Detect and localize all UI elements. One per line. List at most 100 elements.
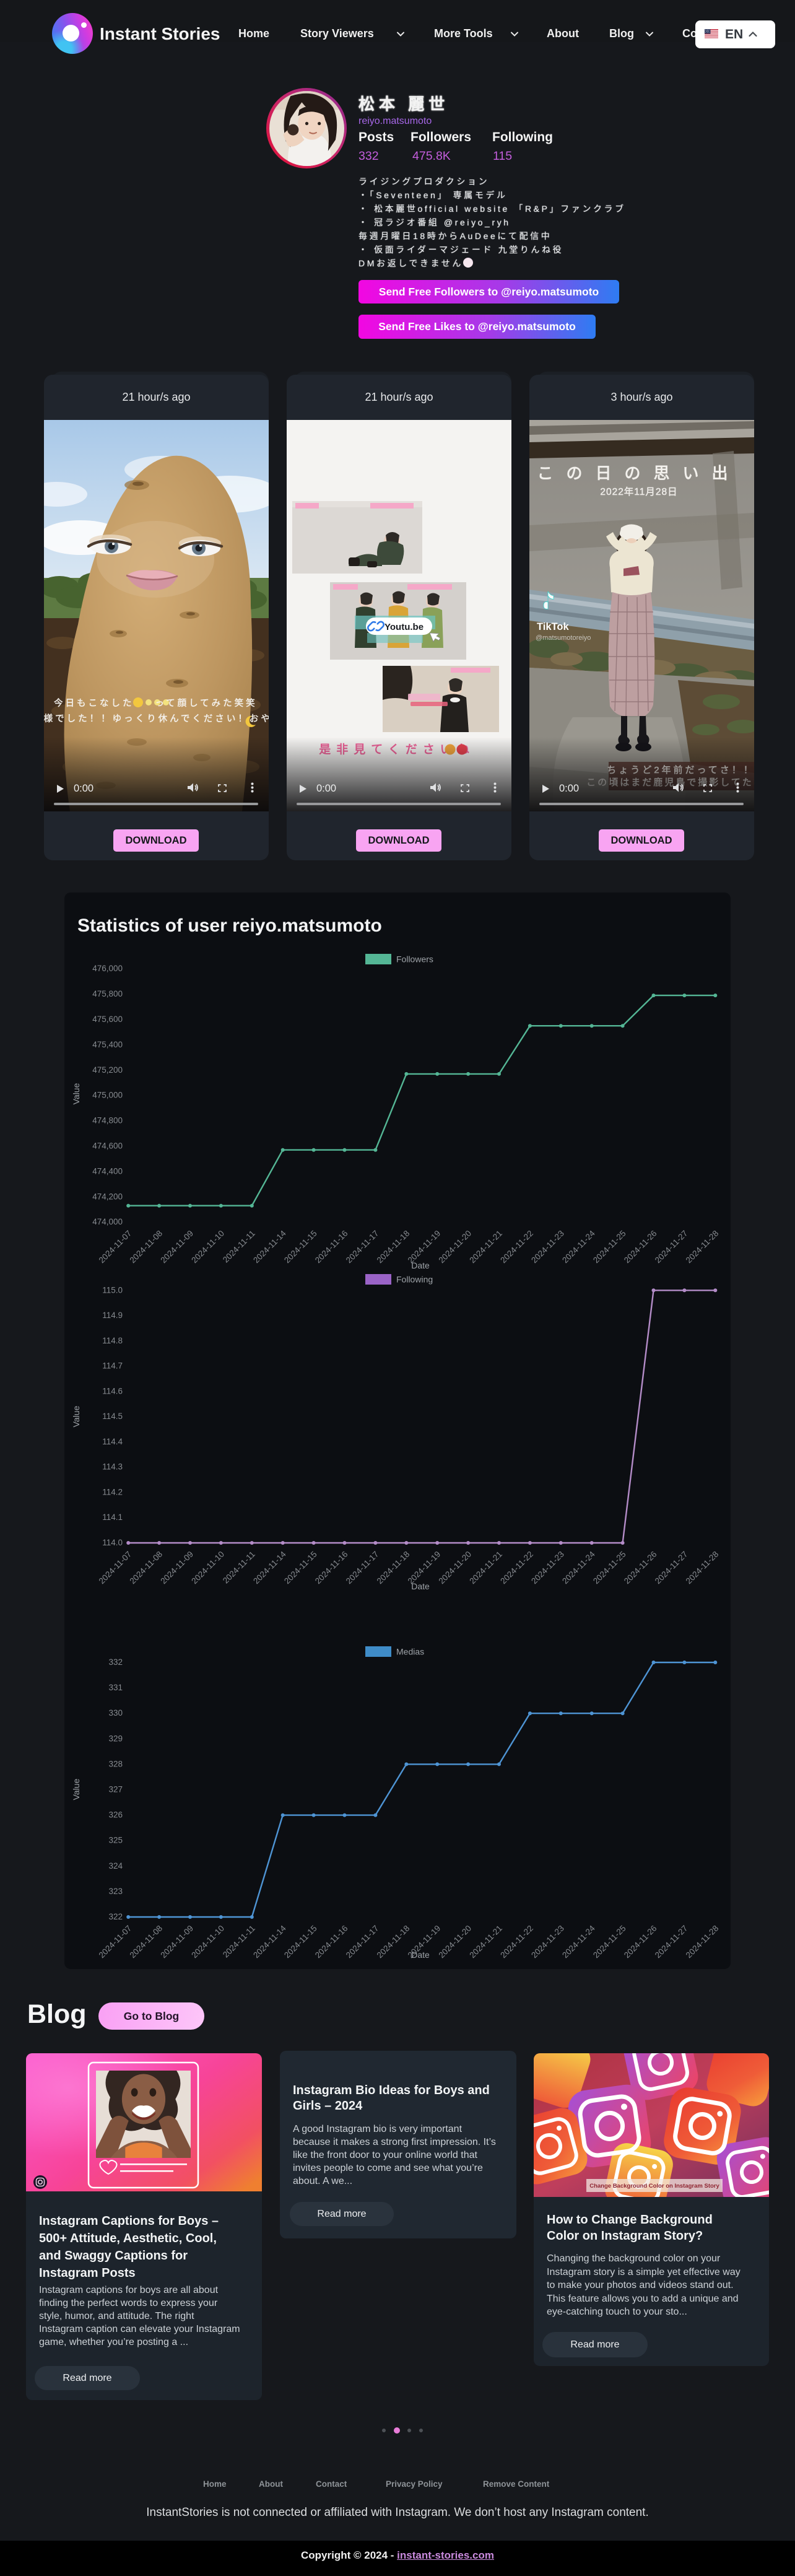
svg-text:って顔してみた笑笑: って顔してみた笑笑 [155, 698, 257, 709]
svg-text:474,400: 474,400 [92, 1166, 123, 1176]
svg-text:475,000: 475,000 [92, 1091, 123, 1100]
svg-text:2024-11-10: 2024-11-10 [189, 1550, 226, 1586]
svg-text:474,600: 474,600 [92, 1142, 123, 1151]
svg-text:115.0: 115.0 [102, 1285, 123, 1295]
svg-text:2024-11-09: 2024-11-09 [159, 1550, 195, 1586]
svg-text:330: 330 [108, 1708, 123, 1718]
svg-text:2024-11-24: 2024-11-24 [560, 1228, 597, 1265]
svg-text:2024-11-22: 2024-11-22 [498, 1229, 535, 1265]
svg-text:Change Background Color on Ins: Change Background Color on Instagram Sto… [589, 2183, 719, 2190]
svg-text:2024-11-23: 2024-11-23 [529, 1550, 566, 1586]
svg-text:2024-11-20: 2024-11-20 [437, 1924, 473, 1960]
svg-text:2024-11-08: 2024-11-08 [128, 1229, 164, 1265]
svg-text:114.9: 114.9 [102, 1311, 123, 1320]
svg-text:2024-11-17: 2024-11-17 [344, 1229, 381, 1265]
svg-text:2024-11-23: 2024-11-23 [529, 1229, 566, 1265]
svg-text:325: 325 [108, 1836, 123, 1845]
svg-text:2024-11-17: 2024-11-17 [344, 1550, 381, 1586]
svg-text:329: 329 [108, 1734, 123, 1743]
svg-text:324: 324 [108, 1861, 123, 1871]
svg-text:2024-11-08: 2024-11-08 [128, 1550, 164, 1586]
svg-text:114.1: 114.1 [102, 1513, 123, 1522]
svg-text:114.5: 114.5 [102, 1412, 123, 1421]
svg-text:2024-11-18: 2024-11-18 [375, 1229, 412, 1265]
svg-text:331: 331 [108, 1683, 123, 1692]
svg-text:2024-11-14: 2024-11-14 [251, 1549, 288, 1586]
svg-text:475,200: 475,200 [92, 1065, 123, 1075]
svg-text:Date: Date [411, 1581, 430, 1591]
svg-text:Value: Value [71, 1778, 81, 1800]
svg-text:2024-11-18: 2024-11-18 [375, 1924, 412, 1960]
svg-text:2022年11月28日: 2022年11月28日 [600, 486, 677, 497]
svg-text:332: 332 [108, 1657, 123, 1667]
svg-text:2024-11-19: 2024-11-19 [406, 1550, 443, 1586]
svg-text:475,600: 475,600 [92, 1015, 123, 1024]
svg-text:2024-11-24: 2024-11-24 [560, 1549, 597, 1586]
svg-text:2024-11-16: 2024-11-16 [313, 1229, 350, 1265]
svg-text:Following: Following [396, 1275, 433, 1285]
svg-text:TikTok: TikTok [537, 621, 569, 632]
svg-text:323: 323 [108, 1887, 123, 1896]
svg-text:2024-11-21: 2024-11-21 [467, 1229, 504, 1265]
svg-text:2024-11-19: 2024-11-19 [406, 1229, 443, 1265]
svg-text:2024-11-09: 2024-11-09 [159, 1229, 195, 1265]
svg-text:2024-11-18: 2024-11-18 [375, 1550, 412, 1586]
svg-text:お疲れ様でした！！ゆっくり休んでください！おやすみ: お疲れ様でした！！ゆっくり休んでください！おやすみ [44, 714, 269, 724]
svg-text:2024-11-14: 2024-11-14 [251, 1228, 288, 1265]
svg-text:114.7: 114.7 [102, 1361, 123, 1371]
svg-text:Youtu.be: Youtu.be [384, 622, 424, 632]
svg-text:114.2: 114.2 [102, 1488, 123, 1497]
svg-text:Medias: Medias [396, 1647, 424, 1657]
svg-text:2024-11-26: 2024-11-26 [622, 1924, 659, 1960]
svg-text:2024-11-07: 2024-11-07 [97, 1550, 134, 1586]
svg-text:114.3: 114.3 [102, 1462, 123, 1472]
svg-text:この日の思い出: この日の思い出 [537, 464, 741, 482]
svg-text:Followers: Followers [396, 954, 433, 964]
svg-text:2024-11-28: 2024-11-28 [684, 1229, 721, 1265]
svg-text:2024-11-09: 2024-11-09 [159, 1924, 195, 1960]
svg-text:2024-11-25: 2024-11-25 [591, 1550, 628, 1586]
svg-text:2024-11-21: 2024-11-21 [467, 1924, 504, 1960]
svg-text:2024-11-10: 2024-11-10 [189, 1924, 226, 1960]
svg-text:114.8: 114.8 [102, 1336, 123, 1345]
svg-text:2024-11-22: 2024-11-22 [498, 1550, 535, 1586]
svg-text:2024-11-15: 2024-11-15 [282, 1924, 319, 1960]
svg-text:@matsumotoreiyo: @matsumotoreiyo [536, 634, 591, 642]
svg-text:327: 327 [108, 1785, 123, 1794]
svg-text:114.6: 114.6 [102, 1386, 123, 1395]
svg-text:326: 326 [108, 1810, 123, 1820]
svg-text:2024-11-26: 2024-11-26 [622, 1229, 659, 1265]
svg-text:今日もこなしたよ: 今日もこなしたよ [54, 698, 146, 709]
svg-text:2024-11-28: 2024-11-28 [684, 1550, 721, 1586]
svg-text:Value: Value [71, 1405, 81, 1427]
svg-text:Date: Date [411, 1260, 430, 1270]
svg-text:474,000: 474,000 [92, 1217, 123, 1226]
svg-text:2024-11-17: 2024-11-17 [344, 1924, 381, 1960]
svg-text:328: 328 [108, 1759, 123, 1768]
svg-text:Value: Value [71, 1083, 81, 1104]
svg-text:2024-11-08: 2024-11-08 [128, 1924, 164, 1960]
svg-text:114.4: 114.4 [102, 1437, 123, 1446]
svg-text:2024-11-27: 2024-11-27 [653, 1229, 690, 1265]
svg-text:2024-11-16: 2024-11-16 [313, 1924, 350, 1960]
svg-text:2024-11-25: 2024-11-25 [591, 1229, 628, 1265]
svg-text:2024-11-28: 2024-11-28 [684, 1924, 721, 1960]
svg-text:2024-11-27: 2024-11-27 [653, 1924, 690, 1960]
svg-text:2024-11-26: 2024-11-26 [622, 1550, 659, 1586]
svg-text:2024-11-27: 2024-11-27 [653, 1550, 690, 1586]
svg-text:322: 322 [108, 1912, 123, 1921]
svg-text:2024-11-15: 2024-11-15 [282, 1229, 319, 1265]
svg-text:Date: Date [411, 1950, 430, 1960]
svg-text:2024-11-10: 2024-11-10 [189, 1229, 226, 1265]
svg-text:2024-11-20: 2024-11-20 [437, 1229, 473, 1265]
svg-text:476,000: 476,000 [92, 964, 123, 973]
svg-text:474,800: 474,800 [92, 1116, 123, 1125]
svg-text:2024-11-15: 2024-11-15 [282, 1550, 319, 1586]
svg-text:475,400: 475,400 [92, 1040, 123, 1049]
svg-text:2024-11-23: 2024-11-23 [529, 1924, 566, 1960]
svg-text:114.0: 114.0 [102, 1538, 123, 1547]
svg-text:2024-11-21: 2024-11-21 [467, 1550, 504, 1586]
svg-text:474,200: 474,200 [92, 1192, 123, 1201]
svg-text:2024-11-25: 2024-11-25 [591, 1924, 628, 1960]
svg-text:475,800: 475,800 [92, 989, 123, 998]
